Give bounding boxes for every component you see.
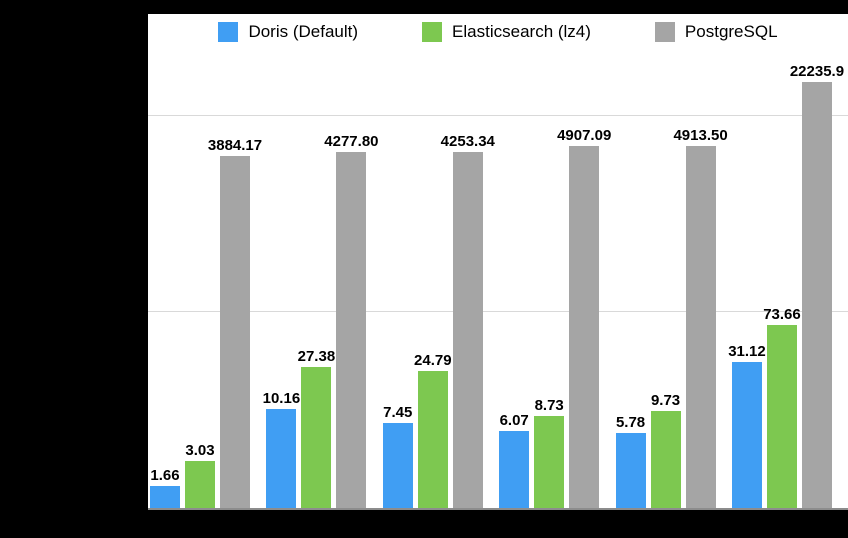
bar-with-label: 6.07 — [499, 412, 530, 508]
bar — [382, 422, 413, 508]
bar — [615, 433, 646, 508]
plot-area: 1.66 3.03 3884.17 10.16 27.38 4277.80 7.45 24.7… — [148, 14, 848, 510]
bar-with-label: 24.79 — [414, 353, 452, 508]
bar-with-label: 9.73 — [650, 392, 681, 508]
bar-group: 5.78 9.73 4913.50 — [615, 128, 728, 508]
bar-with-label: 22235.9 — [790, 64, 844, 508]
bar-value-label: 9.73 — [650, 392, 681, 410]
bar — [266, 409, 297, 508]
bar-group: 10.16 27.38 4277.80 — [263, 134, 379, 508]
bar-with-label: 1.66 — [150, 468, 180, 508]
bar-with-label: 3884.17 — [208, 138, 262, 508]
bar-value-label: 4907.09 — [557, 127, 612, 145]
bar-value-label: 4253.34 — [440, 133, 495, 151]
bar — [150, 486, 180, 508]
bar-value-label: 3884.17 — [207, 137, 263, 155]
gridline — [148, 115, 848, 116]
legend-label: Elasticsearch (lz4) — [452, 22, 591, 41]
legend-item: Elasticsearch (lz4) — [422, 22, 591, 42]
gridline — [148, 311, 848, 312]
bar-value-label: 73.66 — [763, 306, 801, 324]
legend-item: PostgreSQL — [654, 22, 778, 42]
bar-value-label: 1.66 — [150, 467, 180, 485]
bar-value-label: 5.78 — [615, 414, 646, 432]
bar-with-label: 8.73 — [534, 396, 565, 508]
bar-group: 1.66 3.03 3884.17 — [150, 138, 262, 508]
bar-value-label: 7.45 — [383, 403, 413, 421]
legend-item: Doris (Default) — [218, 22, 358, 42]
bar — [766, 325, 797, 508]
bar-with-label: 4913.50 — [673, 128, 728, 508]
bar-with-label: 31.12 — [728, 344, 766, 508]
legend-label: Doris (Default) — [248, 22, 359, 41]
bar-value-label: 8.73 — [534, 396, 564, 414]
bar — [534, 415, 565, 508]
bar-with-label: 3.03 — [185, 443, 215, 508]
bar-with-label: 4277.80 — [324, 134, 379, 508]
bar-with-label: 7.45 — [382, 403, 413, 508]
bar-group: 7.45 24.79 4253.34 — [382, 134, 495, 508]
bar-value-label: 3.03 — [185, 441, 215, 459]
bar — [417, 371, 448, 508]
bar-group: 31.12 73.66 22235.9 — [728, 64, 844, 508]
bar — [301, 367, 332, 508]
bar-with-label: 27.38 — [298, 349, 335, 508]
bar-value-label: 27.38 — [297, 348, 336, 366]
bar — [185, 460, 215, 508]
bar-value-label: 4277.80 — [324, 133, 379, 151]
bar — [336, 152, 367, 508]
bar-with-label: 73.66 — [763, 307, 801, 508]
bar — [220, 156, 250, 508]
bar-value-label: 22235.9 — [789, 63, 845, 80]
bar — [650, 411, 681, 508]
legend-swatch-icon — [422, 22, 443, 42]
bars-container: 1.66 3.03 3884.17 10.16 27.38 4277.80 7.45 24.7… — [148, 14, 848, 508]
bar-with-label: 4907.09 — [557, 128, 611, 508]
bar-value-label: 24.79 — [414, 352, 452, 370]
bar — [801, 82, 832, 508]
bar-with-label: 4253.34 — [441, 134, 495, 508]
bar-with-label: 5.78 — [615, 414, 646, 508]
bar-value-label: 31.12 — [728, 342, 766, 360]
legend-swatch-icon — [218, 22, 239, 42]
bar — [452, 152, 483, 508]
bar-group: 6.07 8.73 4907.09 — [499, 128, 611, 508]
legend-label: PostgreSQL — [684, 22, 778, 41]
bar — [731, 361, 762, 508]
bar-value-label: 10.16 — [262, 390, 301, 408]
bar — [499, 431, 530, 508]
bar-value-label: 6.07 — [499, 412, 529, 430]
legend: Doris (Default) Elasticsearch (lz4) Postgr… — [148, 22, 848, 42]
bar-value-label: 4913.50 — [673, 127, 728, 145]
legend-swatch-icon — [654, 22, 675, 42]
bar — [569, 146, 600, 508]
bar — [685, 146, 716, 508]
gridlines — [148, 14, 848, 508]
bar-with-label: 10.16 — [263, 391, 300, 508]
